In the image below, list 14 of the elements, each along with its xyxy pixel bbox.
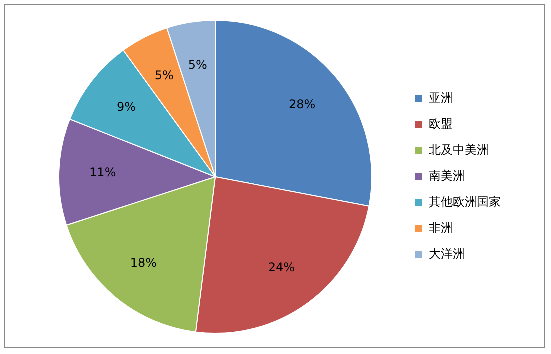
data-label: 11% — [90, 166, 116, 180]
legend-label: 欧盟 — [429, 117, 453, 132]
legend-label: 亚洲 — [429, 91, 453, 106]
legend-label: 非洲 — [429, 221, 453, 236]
data-label: 5% — [154, 68, 174, 83]
legend-label: 南美洲 — [429, 169, 465, 184]
data-label: 24% — [268, 260, 296, 274]
legend-label: 其他欧洲国家 — [429, 195, 501, 210]
legend-label: 大洋洲 — [429, 247, 465, 262]
data-label: 5% — [188, 58, 208, 72]
data-label: 18% — [130, 256, 158, 270]
data-label: 28% — [288, 97, 316, 112]
data-label: 9% — [116, 100, 136, 114]
legend-label: 北及中美洲 — [429, 143, 489, 158]
